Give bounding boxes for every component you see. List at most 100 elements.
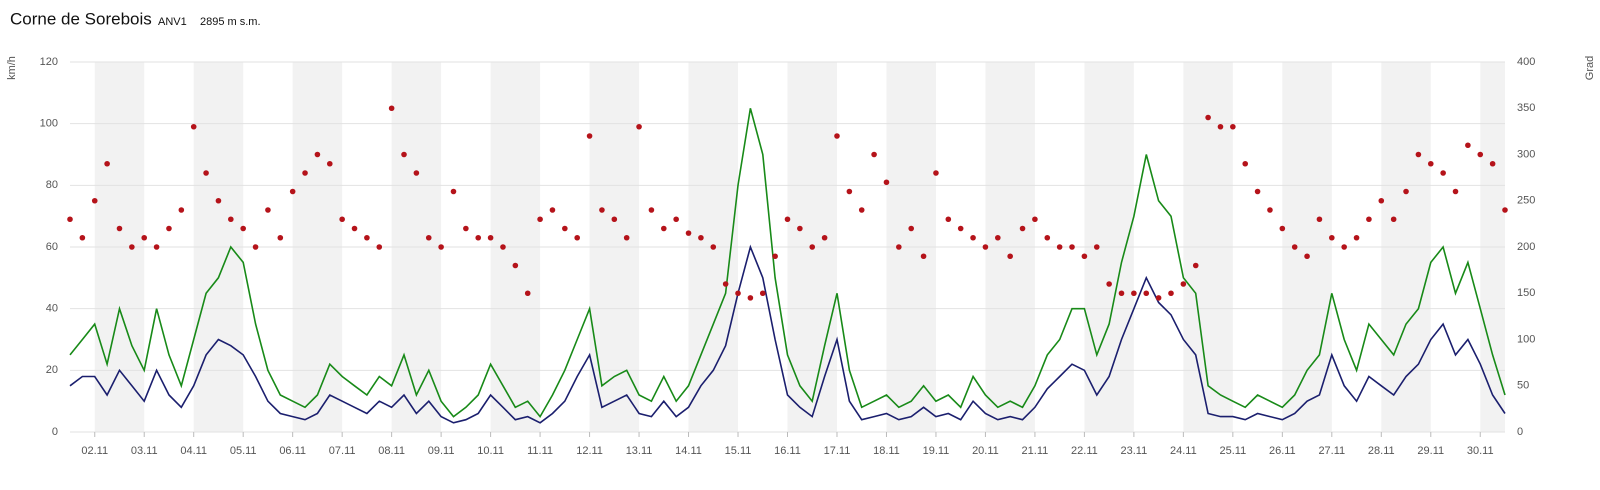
x-tick-label: 19.11: [923, 445, 950, 457]
direction-dot: [1489, 160, 1496, 167]
station-code: ANV1: [158, 16, 187, 28]
direction-dot: [1069, 244, 1075, 250]
direction-dot: [1106, 281, 1112, 287]
x-tick-label: 06.11: [279, 445, 306, 457]
direction-dot: [710, 244, 717, 250]
direction-dot: [772, 253, 778, 260]
y2-tick-label: 150: [1517, 287, 1535, 299]
direction-dot: [747, 295, 754, 301]
direction-dot: [1081, 253, 1088, 260]
direction-dot: [995, 234, 1001, 241]
direction-dot: [265, 207, 271, 213]
direction-dot: [524, 290, 531, 297]
direction-dot: [784, 216, 791, 223]
direction-dot: [1019, 225, 1026, 232]
direction-dot: [1316, 216, 1323, 223]
direction-dot: [512, 262, 519, 269]
y-tick-label: 80: [46, 179, 58, 191]
y2-tick-label: 250: [1517, 195, 1535, 207]
y2-tick-label: 200: [1517, 241, 1535, 253]
y2-axis-label: Grad: [1584, 56, 1596, 80]
direction-dot: [636, 123, 642, 130]
direction-dot: [178, 207, 185, 213]
direction-dot: [500, 244, 506, 250]
direction-dot: [1366, 216, 1372, 223]
x-tick-label: 12.11: [576, 445, 603, 457]
direction-dot: [883, 179, 890, 186]
x-tick-label: 04.11: [180, 445, 207, 457]
direction-dot: [1329, 234, 1335, 241]
x-tick-label: 24.11: [1170, 445, 1197, 457]
direction-dot: [599, 207, 605, 213]
direction-dot: [203, 170, 209, 176]
direction-dot: [1403, 188, 1409, 195]
direction-dot: [537, 216, 543, 223]
direction-dot: [797, 225, 803, 232]
direction-dot: [1390, 216, 1397, 223]
direction-dot: [475, 234, 482, 241]
direction-dot: [1143, 290, 1150, 297]
direction-dot: [982, 244, 989, 250]
direction-dot: [1415, 151, 1422, 158]
direction-dot: [1341, 244, 1347, 250]
x-tick-label: 07.11: [329, 445, 356, 457]
direction-dot: [1217, 123, 1224, 130]
direction-dot: [116, 225, 123, 232]
direction-dot: [438, 244, 444, 250]
y-tick-label: 40: [46, 303, 58, 315]
y2-tick-label: 100: [1517, 333, 1535, 345]
direction-dot: [685, 230, 692, 236]
direction-dot: [1291, 244, 1298, 250]
x-tick-label: 05.11: [230, 445, 257, 457]
direction-dot: [91, 197, 98, 204]
direction-dot: [957, 225, 964, 232]
direction-dot: [289, 188, 296, 195]
direction-dot: [970, 234, 976, 241]
y2-tick-label: 0: [1517, 426, 1523, 438]
direction-dot: [660, 225, 667, 232]
y2-tick-label: 300: [1517, 148, 1535, 160]
y2-tick-label: 400: [1517, 56, 1535, 68]
direction-dot: [153, 244, 160, 250]
direction-dot: [1093, 244, 1100, 250]
direction-dot: [759, 290, 766, 297]
direction-dot: [79, 234, 86, 241]
series-line: [69, 244, 1506, 424]
direction-dot: [190, 123, 197, 130]
x-tick-label: 25.11: [1219, 445, 1246, 457]
direction-dot: [920, 253, 927, 260]
x-tick-label: 09.11: [428, 445, 455, 457]
elevation: 2895 m s.m.: [200, 16, 261, 28]
x-tick-label: 30.11: [1467, 445, 1494, 457]
x-tick-label: 13.11: [626, 445, 653, 457]
direction-dot: [1131, 290, 1137, 297]
x-tick-label: 27.11: [1318, 445, 1345, 457]
direction-dot: [623, 234, 630, 241]
direction-dot: [240, 225, 246, 232]
direction-dot: [908, 225, 915, 232]
direction-dot: [1168, 290, 1174, 297]
direction-dot: [425, 234, 432, 241]
x-tick-label: 11.11: [527, 445, 553, 457]
direction-dot: [463, 225, 469, 232]
direction-dot: [215, 197, 222, 204]
direction-dot: [1440, 170, 1446, 176]
y-tick-label: 60: [46, 241, 58, 253]
direction-dot: [1378, 197, 1385, 204]
direction-dot: [858, 207, 865, 213]
x-tick-label: 29.11: [1417, 445, 1444, 457]
direction-dot: [1279, 225, 1286, 232]
direction-dot: [574, 234, 580, 241]
x-tick-label: 21.11: [1022, 445, 1049, 457]
x-tick-label: 22.11: [1071, 445, 1098, 457]
x-tick-label: 28.11: [1368, 445, 1395, 457]
direction-dot: [1304, 253, 1310, 260]
x-tick-label: 17.11: [824, 445, 851, 457]
x-tick-label: 23.11: [1121, 445, 1148, 457]
direction-dot: [228, 216, 234, 223]
direction-dot: [821, 234, 828, 241]
direction-dot: [487, 234, 494, 241]
direction-dot: [67, 216, 73, 223]
direction-dot: [1477, 151, 1484, 158]
